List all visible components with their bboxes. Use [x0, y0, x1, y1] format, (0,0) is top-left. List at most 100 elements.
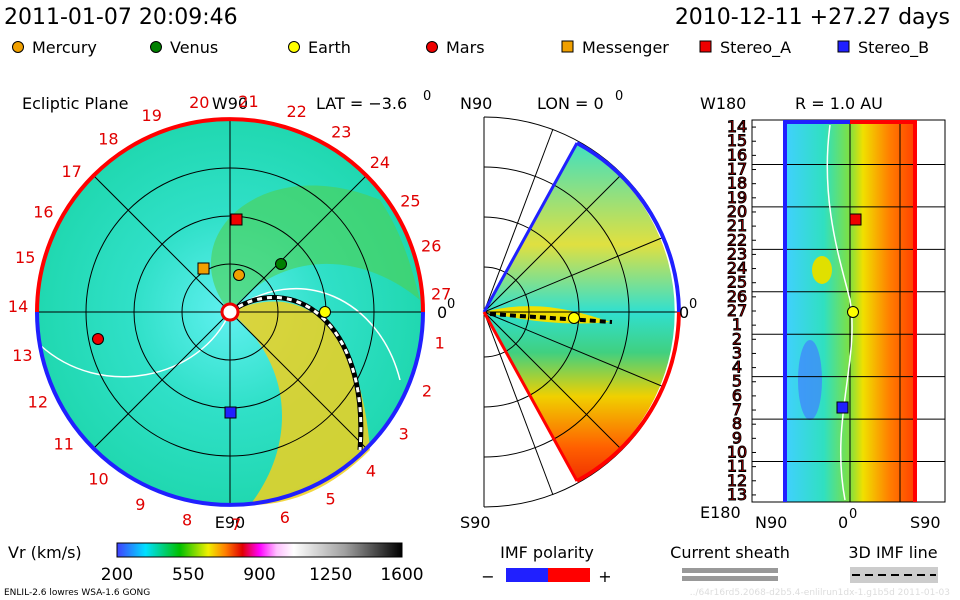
sheath [229, 287, 401, 381]
legend-marker [699, 40, 712, 53]
ecliptic-panel [35, 117, 425, 507]
colorbar-tick: 900 [243, 565, 275, 585]
row-label: 3 [732, 343, 742, 362]
clock-label: 6 [280, 508, 290, 527]
w180-label: W180 [700, 94, 746, 113]
edge [482, 311, 579, 482]
footer-left: ENLIL-2.6 lowres WSA-1.6 GONG [4, 588, 150, 598]
legend-marker [12, 41, 24, 53]
clock-label: 18 [98, 129, 118, 148]
row-label: 16 [727, 145, 747, 164]
row-label: 10 [727, 442, 747, 461]
polarity-neg [506, 568, 548, 582]
row-label: 6 [732, 386, 742, 405]
angle-sup: 0 [447, 297, 455, 312]
lon-label: LON = 0 [537, 94, 604, 113]
sheath-swatch [682, 568, 778, 573]
polarity-pos [548, 568, 590, 582]
earth [847, 306, 859, 318]
stereo-a [849, 213, 862, 226]
run-time: 2010-12-11 +27.27 days [675, 5, 950, 30]
legend-marker [426, 41, 438, 53]
clock-label: 1 [435, 334, 445, 353]
row-label: 22 [727, 230, 747, 249]
row-label: 4 [732, 358, 742, 377]
rim-pos [35, 117, 425, 313]
w90-label: W90 [212, 94, 248, 113]
clock-label: 15 [15, 248, 35, 267]
colorbar-tick: 550 [172, 565, 204, 585]
clock-label: 25 [400, 192, 420, 211]
angle-sup: 0 [689, 297, 697, 312]
lon-sup: 0 [615, 89, 623, 104]
slow-region [798, 340, 822, 420]
sheath-title: Current sheath [670, 543, 790, 562]
legend-label: Venus [170, 38, 218, 57]
lat-label: LAT = −3.6 [316, 94, 407, 113]
legend-label: Messenger [582, 38, 669, 57]
legend-label: Stereo_A [720, 38, 791, 58]
footer-right: ../64r16rd5.2068-d2b5.4-enlilrun1dx-1.g1… [690, 588, 950, 598]
row-label: 8 [732, 414, 742, 433]
row-label: 14 [727, 117, 747, 136]
row-label: 19 [727, 188, 747, 207]
angle-sup: 0 [849, 507, 857, 522]
row-label: 2 [732, 329, 742, 348]
row-label: 12 [727, 471, 747, 490]
edge [482, 142, 579, 313]
body-legend: Mercury Venus Earth Mars Messenger Stereo_A St… [12, 38, 929, 58]
clock-label: 12 [28, 393, 48, 412]
s90-label: S90 [460, 513, 491, 532]
legend-marker [837, 40, 850, 53]
clock-label: 22 [287, 102, 307, 121]
clock-label: 23 [331, 123, 351, 142]
sheath [826, 124, 853, 501]
angle-label: 0 [679, 303, 689, 322]
clock-label: 14 [8, 297, 28, 316]
row-label: 15 [727, 131, 747, 150]
fast-stream [230, 301, 370, 505]
clock-label: 10 [88, 469, 108, 488]
panel-title: Ecliptic Plane [22, 94, 128, 113]
row-label: 21 [727, 216, 747, 235]
stream [812, 256, 832, 284]
time-stamp: 2011-01-07 20:09:46 [4, 5, 238, 30]
mars [92, 333, 104, 345]
legend-label: Mars [446, 38, 485, 57]
messenger [197, 262, 210, 275]
legend-marker [150, 41, 162, 53]
legend-marker [288, 41, 300, 53]
polarity-title: IMF polarity [500, 543, 594, 562]
clock-label: 11 [54, 434, 74, 453]
polarity-minus: − [481, 567, 494, 586]
clock-label: 2 [422, 381, 432, 400]
lat-sup: 0 [423, 89, 431, 104]
n90-label: N90 [460, 94, 492, 113]
row-label: 1 [732, 315, 742, 334]
row-label: 23 [727, 244, 747, 263]
radius-label: R = 1.0 AU [795, 94, 883, 113]
row-label: 20 [727, 202, 747, 221]
clock-label: 20 [189, 93, 209, 112]
rim-neg [576, 141, 681, 313]
clock-label: 27 [431, 285, 451, 304]
rim-pos [576, 311, 681, 483]
row-label: 25 [727, 273, 747, 292]
clock-label: 17 [61, 162, 81, 181]
colorbar-label: Vr (km/s) [8, 543, 82, 562]
stream [210, 185, 420, 312]
legend-label: Stereo_B [858, 38, 929, 58]
row-label: 24 [727, 259, 747, 278]
row-label: 26 [727, 287, 747, 306]
rim-neg [35, 311, 425, 507]
row-label: 27 [727, 301, 747, 320]
row-label: 9 [732, 428, 742, 447]
sun [220, 302, 240, 322]
earth [319, 306, 331, 318]
row-label: 7 [732, 400, 742, 419]
row-label: 13 [727, 485, 747, 504]
clock-label: 9 [135, 495, 145, 514]
clock-label: 26 [421, 236, 441, 255]
